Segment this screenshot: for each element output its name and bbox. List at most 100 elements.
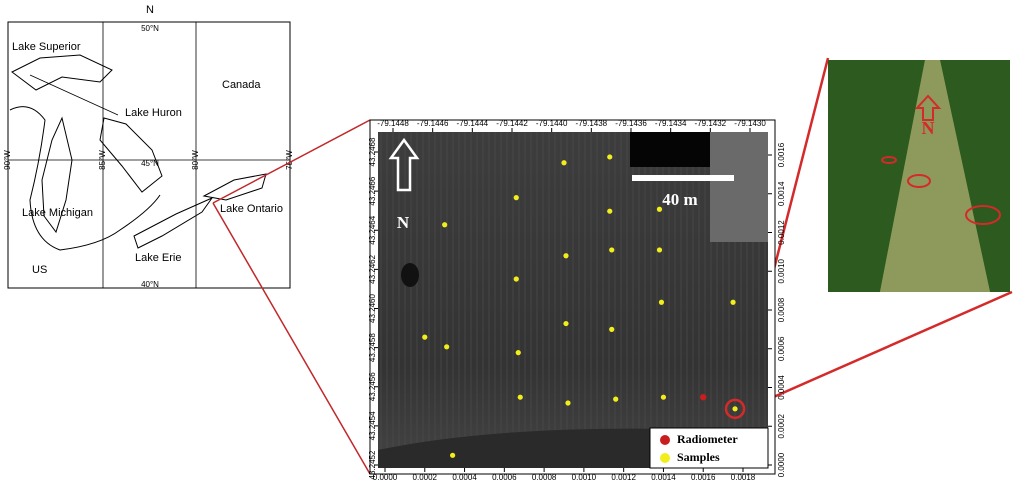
path	[880, 60, 990, 292]
sample-point	[730, 299, 736, 305]
lake-superior-shape	[11, 54, 113, 91]
sample-point	[660, 394, 667, 400]
lat-tick-label: 43.2456	[368, 372, 377, 401]
graticule-label: 75°W	[285, 150, 294, 170]
lon-tick-label: -79.1448	[377, 119, 409, 128]
bright-area	[710, 132, 768, 242]
y-tick-label: 0.0016	[777, 142, 786, 167]
sample-point	[515, 350, 521, 356]
legend	[649, 427, 769, 469]
map-label: Lake Michigan	[22, 207, 93, 219]
connector	[212, 119, 371, 204]
x-tick-label: 0.0012	[611, 473, 636, 482]
north-arrow	[388, 137, 420, 192]
map-label: Canada	[222, 79, 261, 91]
lon-tick-label: -79.1444	[457, 119, 489, 128]
sample-point	[656, 247, 663, 253]
radiometer-point	[700, 393, 707, 401]
graticule-label: 40°N	[141, 280, 159, 289]
x-tick-label: 0.0000	[373, 473, 398, 482]
sample-point	[732, 406, 738, 412]
x-tick-label: 0.0002	[413, 473, 438, 482]
y-tick-label: 0.0010	[777, 258, 786, 283]
graticule-label: 45°N	[141, 159, 159, 168]
sample-point	[565, 400, 571, 406]
sample-point	[613, 396, 619, 402]
map-frame	[7, 21, 291, 289]
map-label: US	[32, 264, 47, 276]
graticule-label: 85°W	[98, 150, 107, 170]
lon-tick-label: -79.1432	[695, 119, 727, 128]
lat-tick-label: 43.2452	[368, 450, 377, 479]
graticule-label: 80°W	[191, 150, 200, 170]
border-line	[29, 74, 119, 116]
map-label: Lake Huron	[125, 107, 182, 119]
sample-point	[607, 208, 613, 214]
x-tick-label: 0.0018	[731, 473, 756, 482]
scale-label: 40 m	[662, 190, 697, 209]
sample-point	[513, 276, 519, 282]
connector	[212, 202, 371, 475]
dark-spot	[401, 263, 419, 287]
field-photo	[828, 60, 1010, 292]
sample-point	[442, 222, 448, 228]
lat-tick-label: 43.2464	[368, 215, 377, 244]
highlight-circle	[724, 398, 746, 420]
lake-erie-shape	[133, 196, 214, 249]
x-tick-label: 0.0008	[532, 473, 557, 482]
lat-tick-label: 43.2454	[368, 411, 377, 440]
y-tick-label: 0.0004	[777, 375, 786, 400]
lon-tick-label: -79.1442	[496, 119, 528, 128]
sample-point	[607, 154, 613, 160]
tree-row	[828, 60, 925, 292]
x-tick-label: 0.0004	[452, 473, 477, 482]
crop-rows	[378, 132, 768, 468]
lon-tick-label: -79.1446	[417, 119, 449, 128]
photo-north-label: N	[922, 118, 935, 138]
sample-point	[517, 394, 523, 400]
map-label: Lake Superior	[12, 41, 81, 53]
building	[630, 132, 710, 167]
inset-map	[7, 21, 291, 289]
x-tick-label: 0.0010	[572, 473, 597, 482]
graticule-label: 50°N	[141, 24, 159, 33]
aerial-image	[378, 132, 769, 469]
y-tick-label: 0.0002	[777, 413, 786, 438]
lake-ontario-shape	[202, 173, 267, 201]
sample-point	[609, 247, 615, 253]
north-label: N	[397, 213, 410, 232]
sample-point	[658, 299, 665, 305]
lat-tick-label: 43.2466	[368, 176, 377, 205]
lat-tick-label: 43.2458	[368, 333, 377, 362]
y-tick-label: 0.0008	[777, 297, 786, 322]
sample-point	[563, 253, 569, 259]
sample-point	[422, 334, 428, 340]
legend-label: Radiometer	[677, 432, 738, 446]
sample-point	[561, 160, 567, 166]
map-north: N	[146, 4, 154, 16]
x-tick-label: 0.0014	[651, 473, 676, 482]
lon-tick-label: -79.1434	[655, 119, 687, 128]
lon-tick-label: -79.1430	[734, 119, 766, 128]
lake-huron-shape	[99, 117, 163, 193]
sample-point	[444, 344, 450, 350]
tree-row	[940, 60, 1010, 292]
y-tick-label: 0.0006	[777, 336, 786, 361]
map-label: Lake Ontario	[220, 203, 283, 215]
sample-point	[513, 195, 519, 201]
lat-tick-label: 43.2460	[368, 293, 377, 322]
lat-tick-label: 43.2468	[368, 137, 377, 166]
sample-point	[656, 206, 663, 212]
connector	[743, 290, 1013, 412]
sample-point	[563, 320, 569, 327]
lat-tick-label: 43.2462	[368, 254, 377, 283]
marker	[881, 156, 897, 164]
scale-bar	[632, 175, 734, 181]
sample-point	[450, 452, 456, 458]
lon-tick-label: -79.1440	[536, 119, 568, 128]
sample-point	[609, 326, 615, 332]
y-tick-label: 0.0012	[777, 220, 786, 245]
graticule-label: 90°W	[3, 150, 12, 170]
y-tick-label: 0.0000	[777, 452, 786, 477]
